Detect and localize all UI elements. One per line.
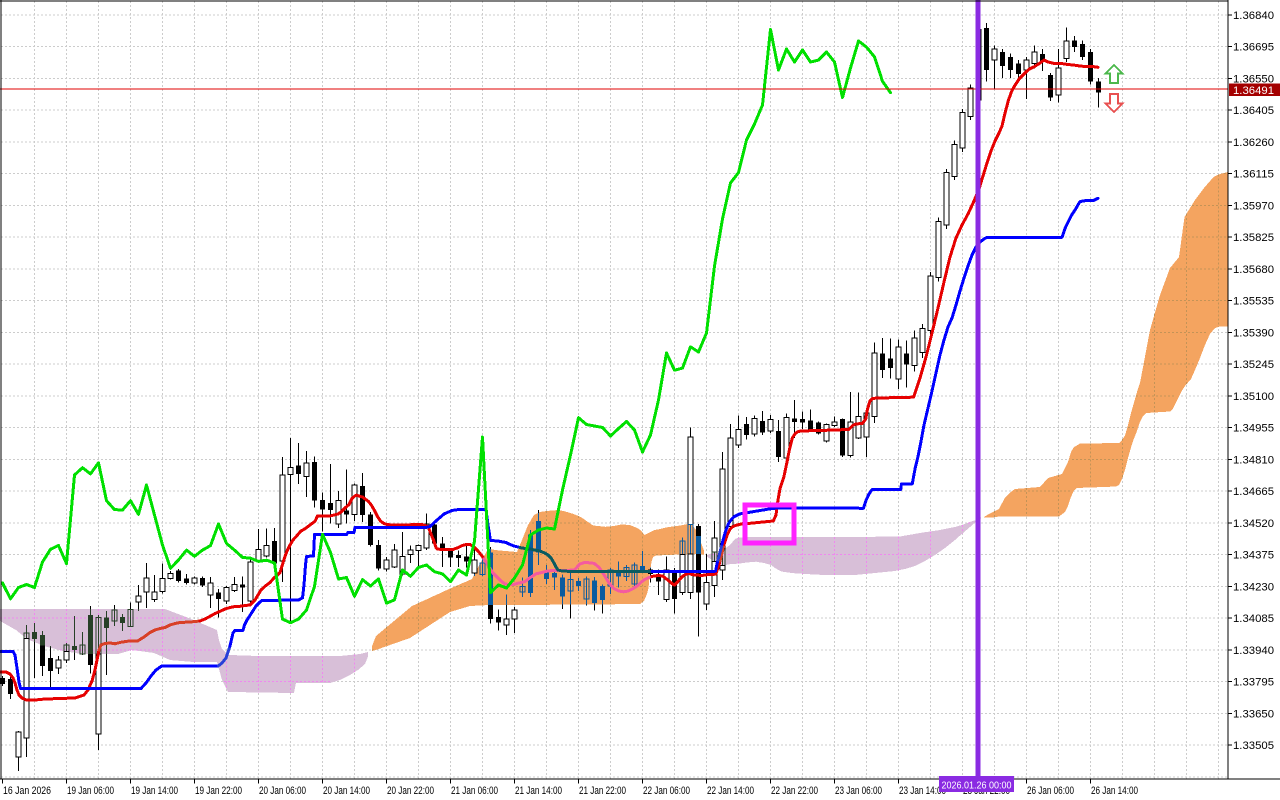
svg-text:20 Jan 14:00: 20 Jan 14:00	[323, 785, 370, 797]
svg-text:1.33795: 1.33795	[1233, 677, 1274, 689]
svg-text:20 Jan 22:00: 20 Jan 22:00	[387, 785, 434, 797]
svg-text:1.33505: 1.33505	[1233, 740, 1274, 752]
svg-text:16 Jan 2026: 16 Jan 2026	[3, 785, 51, 797]
svg-text:1.33650: 1.33650	[1233, 708, 1274, 720]
svg-text:1.36260: 1.36260	[1233, 137, 1274, 149]
svg-text:1.34810: 1.34810	[1233, 454, 1274, 466]
svg-text:1.36491: 1.36491	[1233, 85, 1274, 97]
svg-text:1.35245: 1.35245	[1233, 359, 1274, 371]
svg-text:1.35535: 1.35535	[1233, 296, 1274, 308]
svg-text:22 Jan 14:00: 22 Jan 14:00	[707, 785, 754, 797]
svg-text:21 Jan 22:00: 21 Jan 22:00	[579, 785, 626, 797]
svg-text:1.35825: 1.35825	[1233, 232, 1274, 244]
svg-text:22 Jan 22:00: 22 Jan 22:00	[771, 785, 818, 797]
svg-text:21 Jan 06:00: 21 Jan 06:00	[451, 785, 498, 797]
svg-text:1.35680: 1.35680	[1233, 264, 1274, 276]
svg-text:20 Jan 06:00: 20 Jan 06:00	[259, 785, 306, 797]
svg-text:1.34665: 1.34665	[1233, 486, 1274, 498]
svg-text:19 Jan 06:00: 19 Jan 06:00	[67, 785, 114, 797]
svg-text:1.35100: 1.35100	[1233, 391, 1274, 403]
svg-text:1.34520: 1.34520	[1233, 518, 1274, 530]
svg-text:1.36550: 1.36550	[1233, 74, 1274, 86]
svg-text:1.36405: 1.36405	[1233, 105, 1274, 117]
svg-text:1.36115: 1.36115	[1233, 169, 1274, 181]
svg-text:21 Jan 14:00: 21 Jan 14:00	[515, 785, 562, 797]
svg-text:1.33940: 1.33940	[1233, 645, 1274, 657]
svg-text:23 Jan 06:00: 23 Jan 06:00	[835, 785, 882, 797]
svg-text:23 Jan 14:00: 23 Jan 14:00	[899, 785, 946, 797]
svg-text:1.34375: 1.34375	[1233, 550, 1274, 562]
svg-text:19 Jan 22:00: 19 Jan 22:00	[195, 785, 242, 797]
svg-text:2026.01.26 00:00: 2026.01.26 00:00	[942, 780, 1012, 792]
svg-text:1.36840: 1.36840	[1233, 10, 1274, 22]
svg-text:26 Jan 14:00: 26 Jan 14:00	[1091, 785, 1138, 797]
svg-text:1.36695: 1.36695	[1233, 42, 1274, 54]
svg-text:1.34955: 1.34955	[1233, 423, 1274, 435]
svg-text:1.34230: 1.34230	[1233, 581, 1274, 593]
svg-text:1.35970: 1.35970	[1233, 200, 1274, 212]
svg-text:22 Jan 06:00: 22 Jan 06:00	[643, 785, 690, 797]
svg-text:19 Jan 14:00: 19 Jan 14:00	[131, 785, 178, 797]
svg-text:26 Jan 06:00: 26 Jan 06:00	[1027, 785, 1074, 797]
svg-text:1.35390: 1.35390	[1233, 327, 1274, 339]
svg-text:1.34085: 1.34085	[1233, 613, 1274, 625]
